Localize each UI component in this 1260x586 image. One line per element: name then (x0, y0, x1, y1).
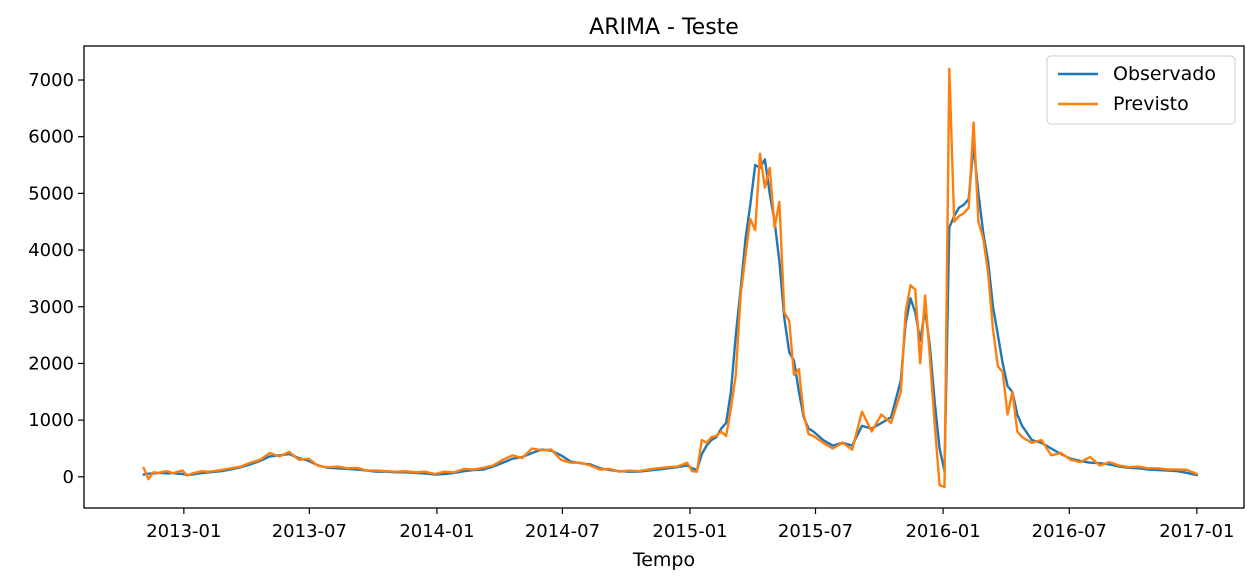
y-tick-label: 2000 (28, 353, 74, 374)
x-axis: 2013-01 2013-07 2014-01 2014-07 2015-01 2015-… (146, 508, 1234, 542)
x-tick-label: 2016-01 (905, 521, 980, 542)
y-tick-label: 6000 (28, 127, 74, 148)
y-tick-label: 1000 (28, 410, 74, 431)
legend-label-previsto: Previsto (1113, 93, 1189, 115)
x-axis-label: Tempo (632, 549, 695, 571)
x-tick-label: 2017-01 (1159, 521, 1234, 542)
y-tick-label: 4000 (28, 240, 74, 261)
x-tick-label: 2015-01 (652, 521, 727, 542)
chart-title: ARIMA - Teste (589, 15, 739, 40)
plot-frame (83, 45, 1245, 509)
x-tick-label: 2013-07 (272, 521, 347, 542)
legend-label-observado: Observado (1113, 63, 1216, 85)
y-tick-label: 7000 (28, 70, 74, 91)
y-tick-label: 0 (63, 467, 74, 488)
y-tick-label: 5000 (28, 183, 74, 204)
x-tick-label: 2016-07 (1032, 521, 1107, 542)
y-axis: 0 1000 2000 3000 4000 5000 6000 7000 (28, 70, 84, 488)
series-line-previsto (142, 67, 1199, 489)
x-tick-label: 2013-01 (146, 521, 221, 542)
series-layer (142, 67, 1199, 489)
x-tick-label: 2015-07 (778, 521, 853, 542)
x-tick-label: 2014-07 (525, 521, 600, 542)
y-tick-label: 3000 (28, 297, 74, 318)
x-tick-label: 2014-01 (399, 521, 474, 542)
legend: Observado Previsto (1046, 55, 1236, 125)
